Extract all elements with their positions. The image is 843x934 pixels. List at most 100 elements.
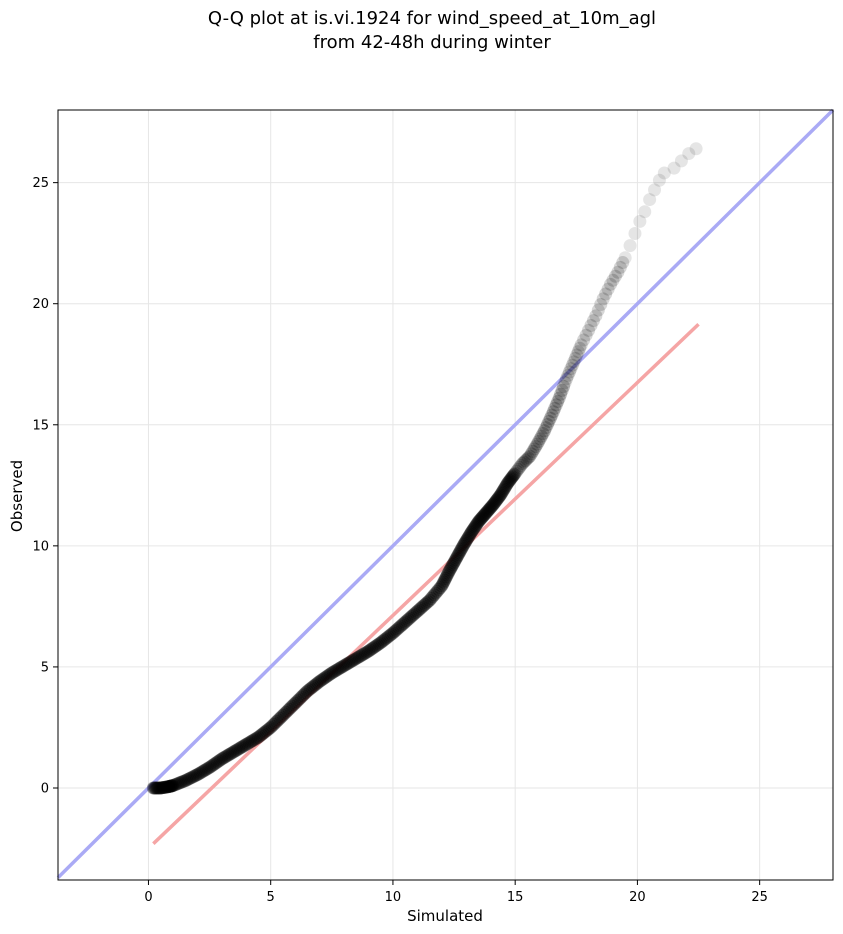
grid-lines <box>58 110 833 880</box>
quantile-point <box>616 256 630 270</box>
quantile-point <box>320 669 334 683</box>
quantile-point <box>224 746 238 760</box>
quantile-point <box>468 520 482 534</box>
quantile-point <box>153 781 167 795</box>
quantile-point <box>328 664 342 678</box>
quantile-point <box>474 511 488 525</box>
quantile-point <box>271 713 285 727</box>
quantile-point <box>501 476 515 490</box>
quantile-point <box>638 205 652 219</box>
quantile-point <box>366 641 380 655</box>
quantile-point <box>216 751 230 765</box>
quantile-point <box>535 429 549 443</box>
quantile-point <box>352 650 366 664</box>
quantile-point <box>267 717 281 731</box>
quantile-point <box>287 698 301 712</box>
quantile-point <box>274 710 288 724</box>
quantile-point <box>195 765 209 779</box>
quantile-point <box>499 479 513 493</box>
quantile-point <box>253 729 267 743</box>
quantile-point <box>406 608 420 622</box>
quantile-point <box>518 454 532 468</box>
quantile-point <box>521 451 535 465</box>
quantile-point <box>494 488 508 502</box>
quantile-point <box>594 298 608 312</box>
quantile-point <box>487 496 501 510</box>
quantile-point <box>387 625 401 639</box>
quantile-point <box>477 508 491 522</box>
quantile-point <box>375 634 389 648</box>
quantile-point <box>180 773 194 787</box>
quantile-point <box>348 652 362 666</box>
quantile-point <box>633 214 647 228</box>
quantile-point <box>273 711 287 725</box>
quantile-point <box>268 716 282 730</box>
quantile-point <box>345 654 359 668</box>
quantile-point <box>270 714 284 728</box>
quantile-point <box>300 684 314 698</box>
quantile-point <box>542 414 556 428</box>
quantile-point <box>262 722 276 736</box>
quantile-point <box>573 341 587 355</box>
quantile-point <box>505 471 519 485</box>
quantile-point <box>322 668 336 682</box>
quantile-point <box>212 754 226 768</box>
quantile-point <box>502 475 516 489</box>
quantile-point <box>489 494 503 508</box>
quantile-point <box>410 604 424 618</box>
quantile-point <box>517 455 531 469</box>
quantile-point <box>557 380 571 394</box>
quantile-point <box>591 303 605 317</box>
quantile-point <box>467 521 481 535</box>
quantile-point <box>303 682 317 696</box>
quantile-point <box>416 599 430 613</box>
quantile-point <box>323 667 337 681</box>
quantile-point <box>259 724 273 738</box>
quantile-point <box>151 781 165 795</box>
quantile-point <box>470 517 484 531</box>
reference-lines <box>56 108 835 879</box>
quantile-point <box>166 779 180 793</box>
quantile-point <box>203 760 217 774</box>
quantile-point <box>190 768 204 782</box>
quantile-point <box>486 498 500 512</box>
quantile-point <box>463 527 477 541</box>
quantile-point <box>229 744 243 758</box>
quantile-point <box>201 761 215 775</box>
quantile-point <box>439 572 452 586</box>
quantile-point <box>448 554 462 568</box>
quantile-point <box>230 743 244 757</box>
quantile-point <box>279 705 293 719</box>
quantile-point <box>546 405 560 419</box>
quantile-point <box>148 781 162 795</box>
quantile-point <box>325 666 339 680</box>
quantile-point <box>238 738 252 752</box>
quantile-point <box>284 701 298 715</box>
quantile-point <box>409 606 423 620</box>
quantile-point <box>349 651 363 665</box>
quantile-point <box>227 745 241 759</box>
quantile-point <box>149 781 163 795</box>
quantile-point <box>476 509 490 523</box>
quantile-point <box>427 588 441 602</box>
quantile-point <box>571 345 585 359</box>
quantile-point <box>261 723 275 737</box>
quantile-point <box>378 632 392 646</box>
quantile-point <box>503 473 517 487</box>
quantile-point <box>398 615 412 629</box>
quantile-point <box>285 699 299 713</box>
quantile-point <box>401 612 415 626</box>
quantile-point <box>319 670 333 684</box>
quantile-point <box>689 142 703 156</box>
quantile-point <box>449 553 463 567</box>
quantile-point <box>554 387 568 401</box>
quantile-point <box>407 607 421 621</box>
quantile-point <box>291 693 305 707</box>
quantile-point <box>551 395 565 409</box>
quantile-point <box>516 457 530 471</box>
quantile-point <box>397 616 411 630</box>
quantile-point <box>494 486 508 500</box>
quantile-point <box>505 470 519 484</box>
quantile-point <box>357 647 371 661</box>
quantile-point <box>206 758 220 772</box>
